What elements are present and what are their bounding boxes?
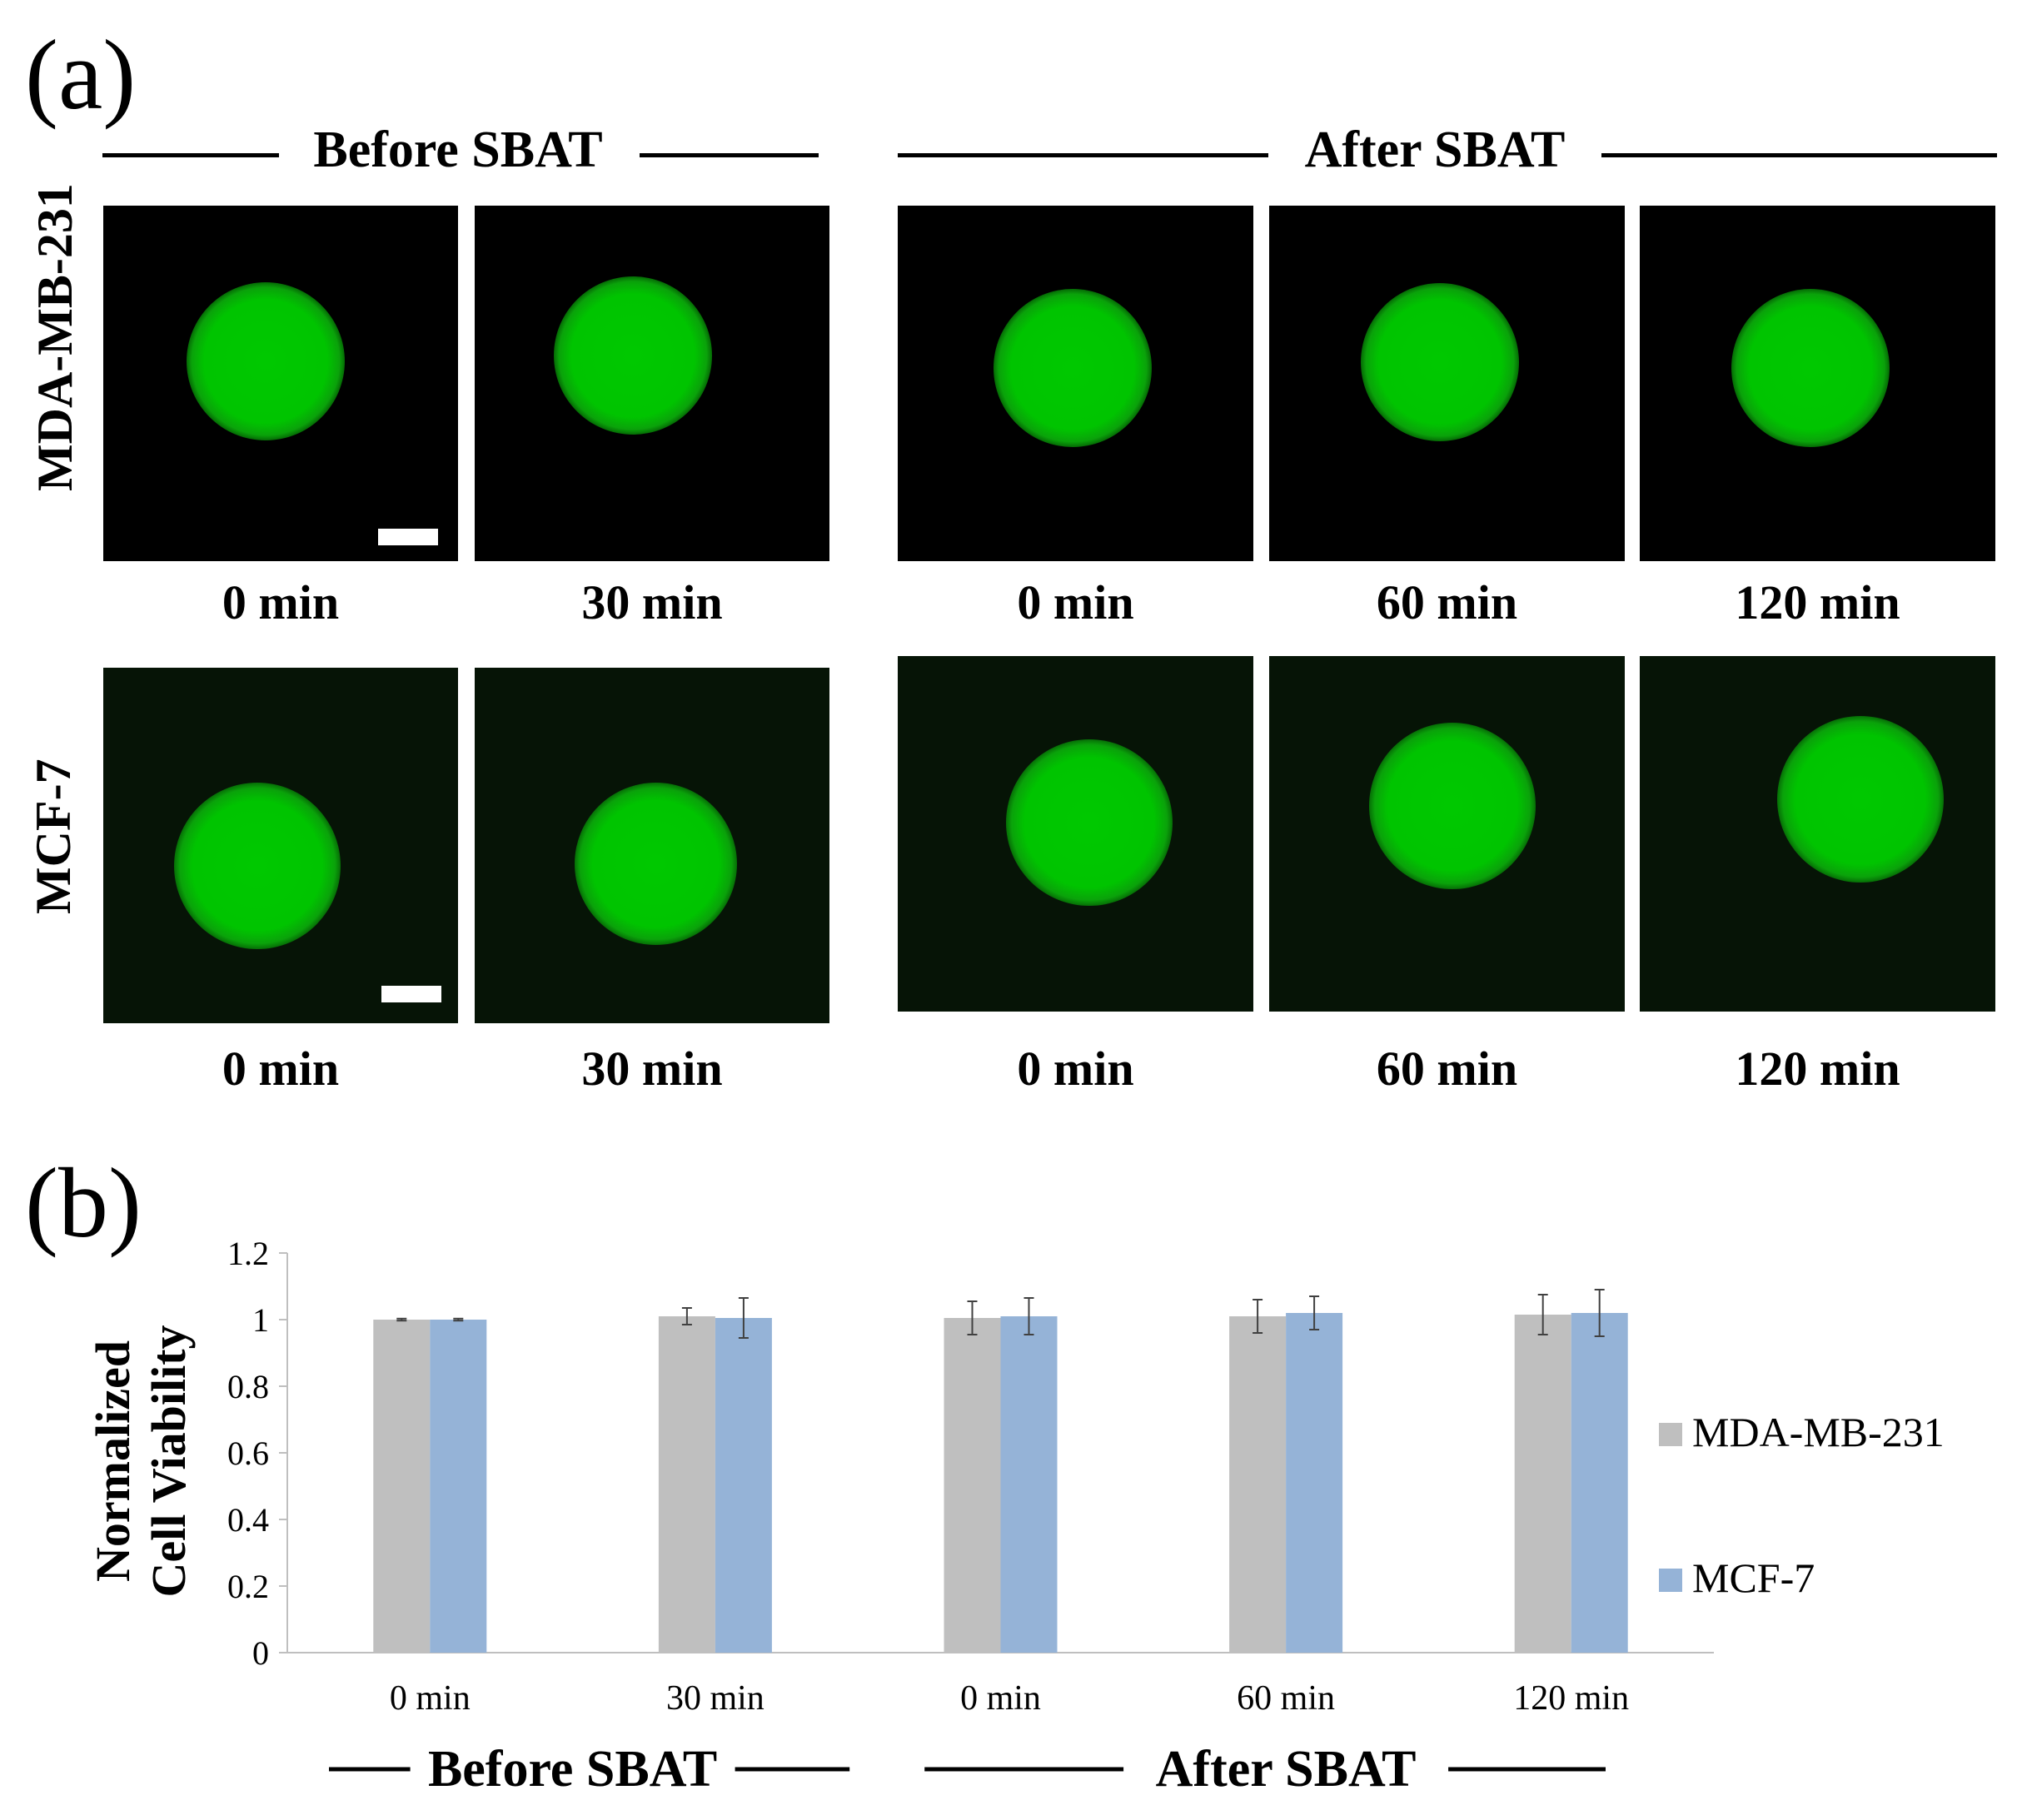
image-mcf7-before-30min bbox=[475, 668, 829, 1023]
x-tick-labels: 0 min 30 min 0 min 60 min 120 min bbox=[390, 1679, 1629, 1718]
bar bbox=[373, 1320, 431, 1653]
image-mda-after-0min bbox=[898, 206, 1253, 561]
cell-fluorescence bbox=[1777, 716, 1944, 883]
time-label: 0 min bbox=[1017, 575, 1134, 629]
image-mda-before-30min bbox=[475, 206, 829, 561]
y-tick-label: 0.6 bbox=[227, 1435, 269, 1472]
time-label: 120 min bbox=[1735, 1042, 1900, 1096]
x-tick-label: 0 min bbox=[390, 1679, 471, 1718]
chart-bars bbox=[373, 1313, 1628, 1653]
y-tick-label: 1 bbox=[252, 1301, 269, 1339]
cell-fluorescence bbox=[1006, 739, 1173, 906]
panel-a-letter: (a) bbox=[25, 19, 137, 130]
cell-fluorescence bbox=[174, 783, 341, 949]
row-label-mda-mb-231: MDA-MB-231 bbox=[27, 183, 82, 491]
legend-swatch bbox=[1659, 1423, 1682, 1446]
category-group-label: After SBAT bbox=[1156, 1741, 1417, 1798]
x-tick-label: 60 min bbox=[1237, 1679, 1335, 1718]
chart-legend: MDA-MB-231 MCF-7 bbox=[1659, 1409, 1945, 1601]
legend-label: MDA-MB-231 bbox=[1692, 1409, 1945, 1455]
cell-fluorescence bbox=[1731, 289, 1890, 447]
bar bbox=[1000, 1316, 1058, 1653]
legend-label: MCF-7 bbox=[1692, 1554, 1815, 1601]
cell-fluorescence bbox=[554, 276, 712, 435]
row-label-mcf-7: MCF-7 bbox=[26, 758, 81, 914]
time-label: 30 min bbox=[581, 575, 723, 629]
bar bbox=[1229, 1316, 1287, 1653]
cell-fluorescence bbox=[575, 783, 737, 945]
time-label: 60 min bbox=[1376, 575, 1518, 629]
image-mcf7-after-0min bbox=[898, 656, 1253, 1012]
legend-swatch bbox=[1659, 1569, 1682, 1592]
after-header-rule-left bbox=[898, 153, 1268, 157]
viability-bar-chart: Normalized Cell Viability 0 0.2 0.4 0.6 0.8 1 1… bbox=[86, 1235, 1945, 1798]
bar bbox=[1286, 1313, 1343, 1653]
panel-b-letter: (b) bbox=[25, 1147, 142, 1258]
x-tick-label: 120 min bbox=[1513, 1679, 1629, 1718]
time-label: 120 min bbox=[1735, 575, 1900, 629]
scale-bar bbox=[378, 529, 438, 545]
image-mda-after-60min bbox=[1269, 206, 1625, 561]
scale-bar bbox=[381, 986, 441, 1002]
cell-fluorescence bbox=[1361, 283, 1519, 441]
y-tick-label: 0.2 bbox=[227, 1568, 269, 1605]
bar bbox=[658, 1316, 715, 1653]
before-sbat-header: Before SBAT bbox=[313, 122, 603, 178]
time-label: 0 min bbox=[222, 575, 340, 629]
y-axis-label: Normalized Cell Viability bbox=[86, 1325, 196, 1597]
bar bbox=[1514, 1315, 1571, 1653]
x-tick-label: 30 min bbox=[666, 1679, 764, 1718]
time-label: 0 min bbox=[222, 1042, 340, 1096]
image-mda-before-0min bbox=[103, 206, 458, 561]
y-tick-label: 0 bbox=[252, 1634, 269, 1672]
category-groups: Before SBAT After SBAT bbox=[329, 1741, 1606, 1798]
cell-fluorescence bbox=[994, 289, 1152, 447]
image-mcf7-before-0min bbox=[103, 668, 458, 1023]
y-tick-label: 0.8 bbox=[227, 1368, 269, 1405]
bar bbox=[430, 1320, 487, 1653]
bar bbox=[1571, 1313, 1628, 1653]
bar bbox=[944, 1318, 1001, 1653]
chart-error-bars bbox=[396, 1289, 1605, 1339]
after-sbat-header: After SBAT bbox=[1304, 122, 1566, 178]
image-mda-after-120min bbox=[1640, 206, 1995, 561]
after-header-rule-right bbox=[1601, 153, 1997, 157]
y-axis-label-line: Cell Viability bbox=[142, 1325, 196, 1597]
cell-fluorescence bbox=[1369, 723, 1536, 889]
cell-fluorescence bbox=[187, 282, 345, 440]
before-header-rule-right bbox=[640, 153, 819, 157]
time-label: 30 min bbox=[581, 1042, 723, 1096]
bar bbox=[715, 1318, 772, 1653]
y-axis-label-line: Normalized bbox=[86, 1340, 140, 1582]
time-label: 0 min bbox=[1017, 1042, 1134, 1096]
y-tick-label: 1.2 bbox=[227, 1235, 269, 1272]
category-group-label: Before SBAT bbox=[428, 1741, 717, 1798]
image-mcf7-after-60min bbox=[1269, 656, 1625, 1012]
image-mcf7-after-120min bbox=[1640, 656, 1995, 1012]
time-label: 60 min bbox=[1376, 1042, 1518, 1096]
x-tick-label: 0 min bbox=[960, 1679, 1041, 1718]
y-tick-label: 0.4 bbox=[227, 1501, 269, 1539]
before-header-rule-left bbox=[102, 153, 279, 157]
